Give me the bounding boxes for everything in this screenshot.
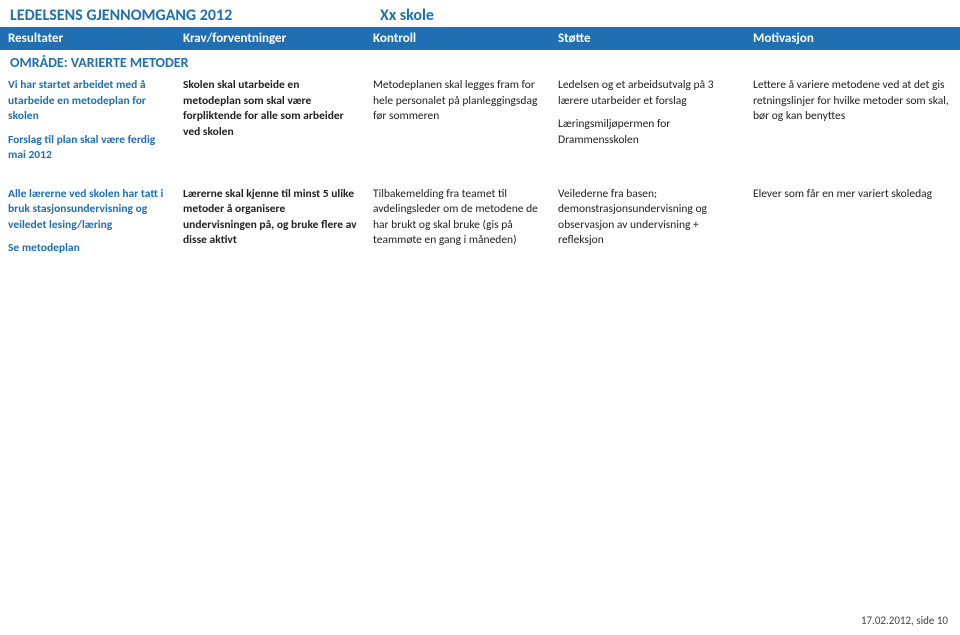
header-kontroll: Kontroll <box>365 27 550 50</box>
area-heading: OMRÅDE: VARIERTE METODER <box>0 50 960 73</box>
cell-motivasjon: Elever som får en mer variert skoledag <box>745 183 960 275</box>
header-krav: Krav/forventninger <box>175 27 365 50</box>
cell-text: Læringsmiljøpermen for Drammensskolen <box>558 117 737 148</box>
table-header-row: Resultater Krav/forventninger Kontroll S… <box>0 27 960 50</box>
cell-motivasjon: Lettere å variere metodene ved at det gi… <box>745 74 960 182</box>
cell-krav: Skolen skal utarbeide en metodeplan som … <box>175 74 365 182</box>
cell-text: Forslag til plan skal være ferdig mai 20… <box>8 133 167 164</box>
cell-stotte: Ledelsen og et arbeidsutvalg på 3 lærere… <box>550 74 745 182</box>
table-row: Alle lærerne ved skolen har tatt i bruk … <box>0 182 960 275</box>
cell-kontroll: Tilbakemelding fra teamet til avdelingsl… <box>365 183 550 275</box>
doc-title-right: Xx skole <box>380 6 434 25</box>
title-row: LEDELSENS GJENNOMGANG 2012 Xx skole <box>0 0 960 27</box>
cell-resultater: Vi har startet arbeidet med å utarbeide … <box>0 74 175 182</box>
header-stotte: Støtte <box>550 27 745 50</box>
header-motivasjon: Motivasjon <box>745 27 960 50</box>
cell-text: Vi har startet arbeidet med å utarbeide … <box>8 78 167 125</box>
cell-text: Alle lærerne ved skolen har tatt i bruk … <box>8 187 167 234</box>
cell-resultater: Alle lærerne ved skolen har tatt i bruk … <box>0 183 175 275</box>
cell-stotte: Veilederne fra basen; demonstrasjonsunde… <box>550 183 745 275</box>
cell-kontroll: Metodeplanen skal legges fram for hele p… <box>365 74 550 182</box>
doc-title-left: LEDELSENS GJENNOMGANG 2012 <box>10 6 380 25</box>
cell-text: Se metodeplan <box>8 241 167 257</box>
cell-text: Veilederne fra basen; demonstrasjonsunde… <box>558 187 737 249</box>
page-footer: 17.02.2012, side 10 <box>861 614 948 627</box>
header-resultater: Resultater <box>0 27 175 50</box>
cell-text: Ledelsen og et arbeidsutvalg på 3 lærere… <box>558 78 737 109</box>
cell-krav: Lærerne skal kjenne til minst 5 ulike me… <box>175 183 365 275</box>
table-row: Vi har startet arbeidet med å utarbeide … <box>0 73 960 182</box>
